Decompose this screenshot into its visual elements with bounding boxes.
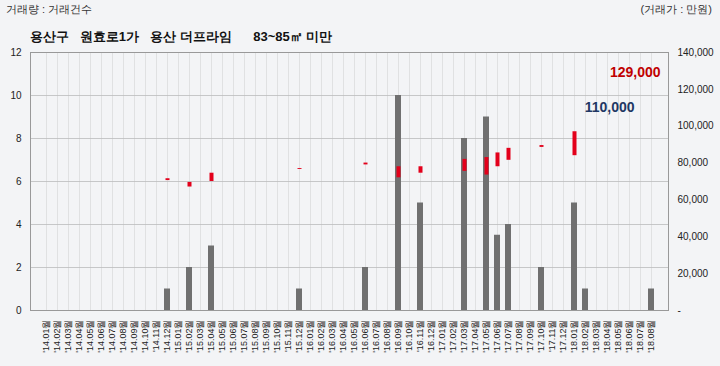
svg-text:'14.01월: '14.01월 (41, 320, 51, 353)
svg-text:'17.03월: '17.03월 (459, 320, 469, 353)
svg-text:'17.04월: '17.04월 (470, 320, 480, 353)
svg-text:'18.04월: '18.04월 (602, 320, 612, 353)
html-text:용산구 원효로1가 용산 더프라임 83~85㎡ 미만: 용산구 원효로1가 용산 더프라임 83~85㎡ 미만 (30, 29, 333, 44)
svg-text:'17.09월: '17.09월 (525, 320, 535, 353)
svg-text:'18.03월: '18.03월 (591, 320, 601, 353)
svg-text:'15.08월: '15.08월 (250, 320, 260, 353)
svg-text:'18.08월: '18.08월 (646, 320, 656, 353)
svg-text:'15.05월: '15.05월 (217, 320, 227, 353)
svg-text:6: 6 (16, 176, 22, 187)
svg-text:8: 8 (16, 133, 22, 144)
html-text:(거래가 : 만원): (거래가 : 만원) (640, 3, 712, 15)
svg-text:'16.07월: '16.07월 (371, 320, 381, 353)
svg-text:0: 0 (16, 305, 22, 316)
svg-text:'14.04월: '14.04월 (74, 320, 84, 353)
svg-text:'14.05월: '14.05월 (85, 320, 95, 353)
svg-text:'16.04월: '16.04월 (338, 320, 348, 353)
svg-text:'17.05월: '17.05월 (481, 320, 491, 353)
svg-text:-: - (678, 305, 681, 316)
svg-text:'17.06월: '17.06월 (492, 320, 502, 353)
svg-text:'16.10월: '16.10월 (404, 320, 414, 353)
svg-text:'14.10월: '14.10월 (140, 320, 150, 353)
svg-text:'16.08월: '16.08월 (382, 320, 392, 353)
svg-text:'15.10월: '15.10월 (272, 320, 282, 353)
svg-text:100,000: 100,000 (678, 120, 715, 131)
svg-text:'17.12월: '17.12월 (558, 320, 568, 353)
svg-text:'15.03월: '15.03월 (195, 320, 205, 353)
svg-text:'15.11월: '15.11월 (283, 320, 293, 353)
svg-text:140,000: 140,000 (678, 47, 715, 58)
svg-text:'14.09월: '14.09월 (129, 320, 139, 353)
svg-text:'17.01월: '17.01월 (437, 320, 447, 353)
svg-text:4: 4 (16, 219, 22, 230)
svg-text:10: 10 (10, 90, 22, 101)
svg-text:'17.02월: '17.02월 (448, 320, 458, 353)
html-text:거래량 : 거래건수: 거래량 : 거래건수 (6, 3, 93, 15)
svg-text:'18.06월: '18.06월 (624, 320, 634, 353)
svg-text:'15.12월: '15.12월 (294, 320, 304, 353)
svg-text:'17.07월: '17.07월 (503, 320, 513, 353)
svg-text:'18.01월: '18.01월 (569, 320, 579, 353)
svg-text:'16.02월: '16.02월 (316, 320, 326, 353)
svg-text:20,000: 20,000 (678, 268, 709, 279)
svg-text:'18.02월: '18.02월 (580, 320, 590, 353)
svg-text:'14.12월: '14.12월 (162, 320, 172, 353)
svg-text:110,000: 110,000 (585, 99, 635, 115)
svg-text:60,000: 60,000 (678, 194, 709, 205)
svg-text:2: 2 (16, 262, 22, 273)
svg-text:'14.11월: '14.11월 (151, 320, 161, 353)
svg-text:80,000: 80,000 (678, 157, 709, 168)
svg-text:40,000: 40,000 (678, 231, 709, 242)
svg-text:'17.11월: '17.11월 (547, 320, 557, 353)
svg-text:12: 12 (10, 47, 22, 58)
svg-text:'16.06월: '16.06월 (360, 320, 370, 353)
svg-text:'18.07월: '18.07월 (635, 320, 645, 353)
svg-text:'16.09월: '16.09월 (393, 320, 403, 353)
svg-text:'16.01월: '16.01월 (305, 320, 315, 353)
svg-text:'15.04월: '15.04월 (206, 320, 216, 353)
svg-text:'15.01월: '15.01월 (173, 320, 183, 353)
svg-text:'15.02월: '15.02월 (184, 320, 194, 353)
svg-text:'16.11월: '16.11월 (415, 320, 425, 353)
svg-text:'16.12월: '16.12월 (426, 320, 436, 353)
svg-text:'14.02월: '14.02월 (52, 320, 62, 353)
svg-text:'15.06월: '15.06월 (228, 320, 238, 353)
svg-text:'17.08월: '17.08월 (514, 320, 524, 353)
svg-text:'16.05월: '16.05월 (349, 320, 359, 353)
svg-text:'17.10월: '17.10월 (536, 320, 546, 353)
svg-text:'18.05월: '18.05월 (613, 320, 623, 353)
svg-text:129,000: 129,000 (610, 64, 661, 80)
svg-text:'14.07월: '14.07월 (107, 320, 117, 353)
svg-text:'15.07월: '15.07월 (239, 320, 249, 353)
svg-text:'14.06월: '14.06월 (96, 320, 106, 353)
svg-text:'14.03월: '14.03월 (63, 320, 73, 353)
svg-text:'14.08월: '14.08월 (118, 320, 128, 353)
svg-text:120,000: 120,000 (678, 84, 715, 95)
svg-text:'16.03월: '16.03월 (327, 320, 337, 353)
svg-text:'15.09월: '15.09월 (261, 320, 271, 353)
